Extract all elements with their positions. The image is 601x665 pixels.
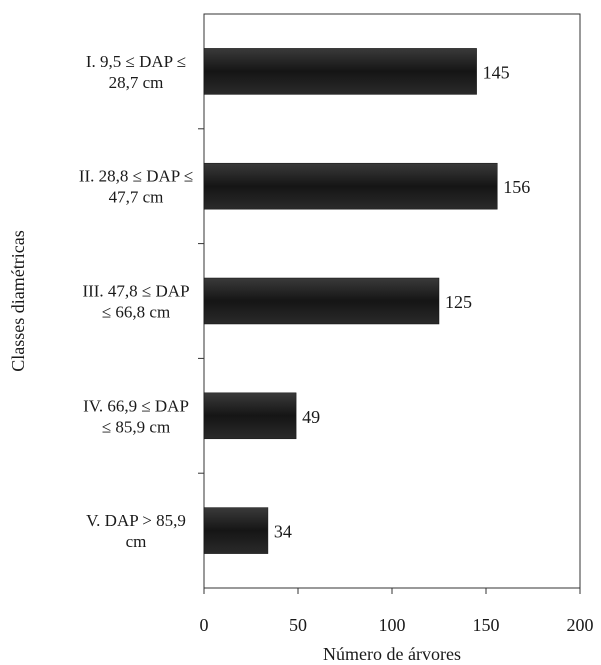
bar bbox=[203, 162, 498, 210]
data-label: 34 bbox=[274, 522, 292, 542]
data-label: 125 bbox=[445, 292, 472, 312]
category-label-line: ≤ 85,9 cm bbox=[102, 417, 170, 436]
category-label: I. 9,5 ≤ DAP ≤ 28,7 cm bbox=[86, 52, 186, 92]
category-label-line: 28,7 cm bbox=[109, 73, 164, 92]
data-label: 145 bbox=[483, 62, 510, 82]
category-label: V. DAP > 85,9 cm bbox=[86, 511, 186, 551]
category-label-line: ≤ 66,8 cm bbox=[102, 303, 170, 322]
bar bbox=[203, 277, 440, 325]
data-label: 49 bbox=[302, 407, 320, 427]
x-tick-label: 50 bbox=[289, 615, 307, 635]
category-label-line: I. 9,5 ≤ DAP ≤ bbox=[86, 52, 186, 71]
x-tick-label: 150 bbox=[473, 615, 500, 635]
category-label-line: V. DAP > 85,9 bbox=[86, 511, 186, 530]
data-label: 156 bbox=[503, 177, 530, 197]
x-tick-label: 100 bbox=[379, 615, 406, 635]
category-label-line: cm bbox=[126, 532, 147, 551]
bar bbox=[203, 48, 477, 95]
category-label-line: III. 47,8 ≤ DAP bbox=[82, 282, 189, 301]
category-label-line: II. 28,8 ≤ DAP ≤ bbox=[79, 167, 193, 186]
category-label-line: 47,7 cm bbox=[109, 188, 164, 207]
y-axis-title: Classes diamétricas bbox=[8, 230, 28, 371]
bar bbox=[203, 507, 269, 554]
bar bbox=[203, 392, 297, 440]
x-tick-label: 200 bbox=[567, 615, 594, 635]
x-tick-label: 0 bbox=[200, 615, 209, 635]
category-label: IV. 66,9 ≤ DAP ≤ 85,9 cm bbox=[83, 396, 189, 436]
category-label: III. 47,8 ≤ DAP ≤ 66,8 cm bbox=[82, 282, 189, 322]
category-label-line: IV. 66,9 ≤ DAP bbox=[83, 396, 189, 415]
x-axis-title: Número de árvores bbox=[323, 644, 461, 664]
category-label: II. 28,8 ≤ DAP ≤ 47,7 cm bbox=[79, 167, 193, 207]
